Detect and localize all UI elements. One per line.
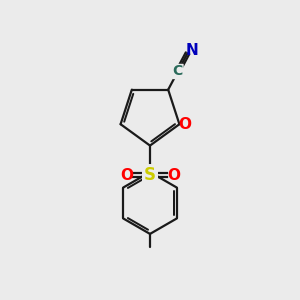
Text: O: O [178, 117, 191, 132]
Text: S: S [144, 166, 156, 184]
Text: C: C [173, 64, 183, 79]
Text: O: O [120, 167, 133, 182]
Text: N: N [186, 43, 198, 58]
Text: O: O [167, 167, 180, 182]
